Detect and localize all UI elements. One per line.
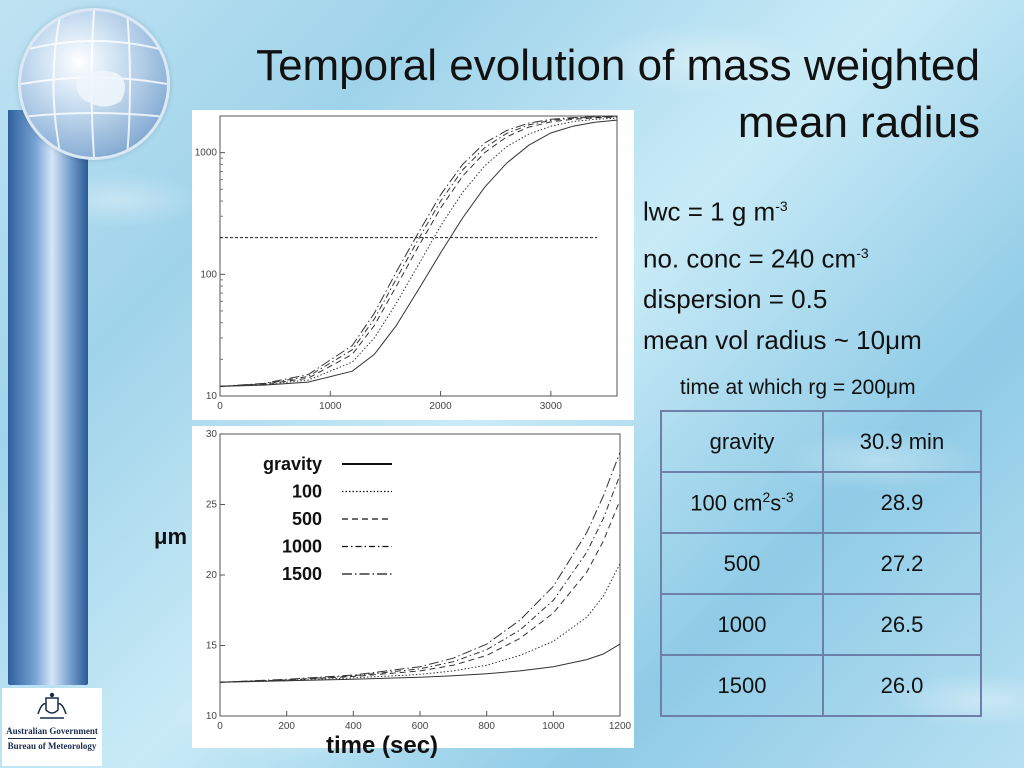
series-line-1500 bbox=[219, 452, 621, 683]
title-line-2: mean radius bbox=[737, 98, 980, 147]
x-tick-label: 0 bbox=[217, 401, 223, 412]
logo-government-text: Australian Government bbox=[6, 726, 98, 736]
param-lwc: lwc = 1 g m-3 bbox=[643, 196, 788, 227]
legend-label-500: 500 bbox=[292, 509, 322, 529]
table-row: gravity 30.9 min bbox=[660, 410, 982, 473]
series-line-500 bbox=[219, 116, 618, 387]
x-tick-label: 800 bbox=[478, 721, 495, 732]
bottom-chart: 0 200 400 600 800 1000 1200 10 15 20 25 30 gravity 10… bbox=[206, 429, 632, 732]
table-row: 1000 26.5 bbox=[660, 593, 982, 656]
coat-of-arms-icon bbox=[37, 692, 67, 719]
table-cell-label: 100 cm2s-3 bbox=[660, 471, 824, 534]
x-tick-label: 0 bbox=[217, 721, 223, 732]
x-tick-label: 600 bbox=[412, 721, 429, 732]
parameter-list: lwc = 1 g m-3 no. conc = 240 cm-3 disper… bbox=[643, 186, 922, 361]
globe-icon bbox=[18, 8, 170, 160]
param-dispersion: dispersion = 0.5 bbox=[643, 284, 828, 315]
logo-bureau-text: Bureau of Meteorology bbox=[7, 741, 97, 751]
y-tick-label: 15 bbox=[206, 641, 218, 652]
x-tick-label: 1200 bbox=[609, 721, 632, 732]
results-table: gravity 30.9 min 100 cm2s-3 28.9 500 27.… bbox=[660, 410, 982, 717]
series-line-1500 bbox=[219, 115, 618, 387]
title-line-1: Temporal evolution of mass weighted bbox=[256, 41, 980, 90]
x-axis-label: time (sec) bbox=[326, 732, 439, 759]
table-cell-label: 500 bbox=[660, 532, 824, 595]
y-tick-label: 10 bbox=[206, 391, 218, 402]
bottom-chart-panel: 0 200 400 600 800 1000 1200 10 15 20 25 30 gravity 10… bbox=[192, 426, 634, 748]
param-mean-vol-radius: mean vol radius ~ 10μm bbox=[643, 325, 922, 356]
table-row: 500 27.2 bbox=[660, 532, 982, 595]
bureau-logo: Australian Government Bureau of Meteorol… bbox=[2, 688, 102, 766]
legend-label-gravity: gravity bbox=[263, 454, 322, 474]
table-cell-label: gravity bbox=[660, 410, 824, 473]
y-tick-label: 25 bbox=[206, 500, 218, 511]
table-row: 1500 26.0 bbox=[660, 654, 982, 717]
x-tick-label: 1000 bbox=[542, 721, 565, 732]
table-row: 100 cm2s-3 28.9 bbox=[660, 471, 982, 534]
legend-label-1500: 1500 bbox=[282, 564, 322, 584]
series-line-1000 bbox=[219, 116, 618, 387]
series-line-gravity bbox=[219, 119, 618, 387]
y-axis-unit-label: μm bbox=[154, 524, 188, 549]
x-tick-label: 2000 bbox=[429, 401, 452, 412]
top-chart: 0 1000 2000 3000 10 100 1000 bbox=[195, 115, 618, 412]
plot-frame bbox=[219, 115, 618, 397]
top-chart-panel: 0 1000 2000 3000 10 100 1000 bbox=[192, 110, 634, 420]
table-cell-label: 1000 bbox=[660, 593, 824, 656]
table-cell-value: 26.0 bbox=[822, 654, 982, 717]
series-line-1000 bbox=[219, 474, 621, 683]
x-tick-label: 3000 bbox=[540, 401, 563, 412]
y-tick-label: 20 bbox=[206, 570, 218, 581]
table-cell-value: 27.2 bbox=[822, 532, 982, 595]
y-tick-label: 1000 bbox=[195, 148, 218, 159]
y-tick-label: 100 bbox=[200, 269, 217, 280]
y-tick-label: 30 bbox=[206, 429, 218, 440]
table-caption: time at which rg = 200μm bbox=[680, 376, 916, 399]
series-line-100 bbox=[219, 563, 621, 683]
decorative-left-bar bbox=[8, 110, 88, 685]
logo-divider bbox=[8, 738, 96, 739]
table-cell-value: 26.5 bbox=[822, 593, 982, 656]
x-tick-label: 400 bbox=[345, 721, 362, 732]
x-tick-label: 200 bbox=[278, 721, 295, 732]
table-cell-label: 1500 bbox=[660, 654, 824, 717]
legend-label-100: 100 bbox=[292, 482, 322, 502]
param-number-concentration: no. conc = 240 cm-3 bbox=[643, 243, 869, 274]
series-line-100 bbox=[219, 117, 618, 387]
table-cell-value: 30.9 min bbox=[822, 410, 982, 473]
x-tick-label: 1000 bbox=[319, 401, 342, 412]
table-cell-value: 28.9 bbox=[822, 471, 982, 534]
series-line-gravity bbox=[219, 643, 621, 683]
y-tick-label: 10 bbox=[206, 711, 218, 722]
legend-label-1000: 1000 bbox=[282, 537, 322, 557]
